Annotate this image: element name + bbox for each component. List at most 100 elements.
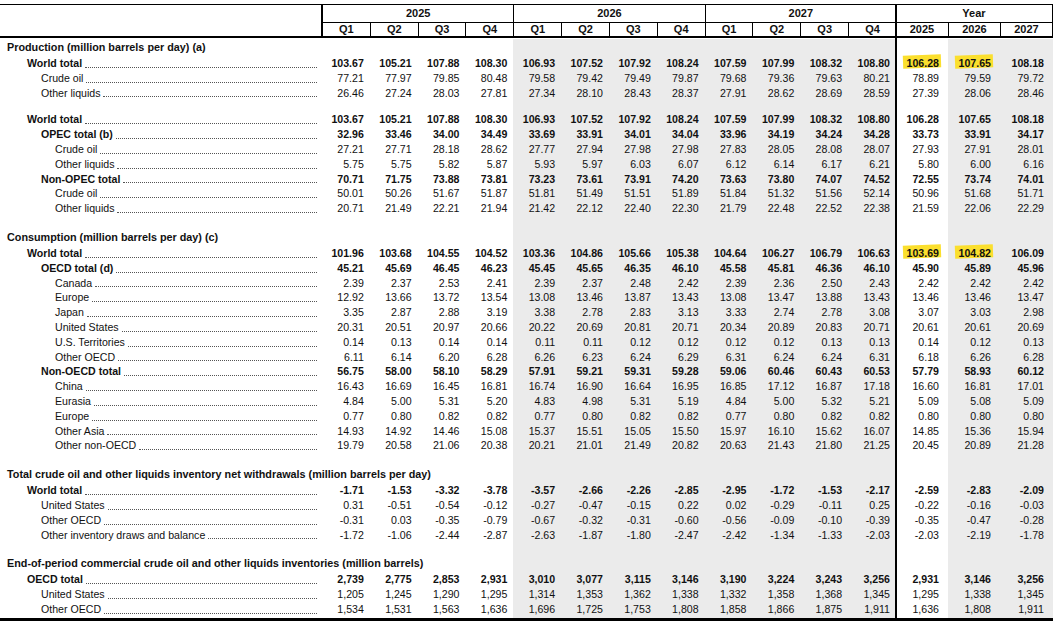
dotted-leader [117,212,317,213]
value-cell: 16.74 [513,379,561,394]
value-cell: 20.83 [800,320,848,335]
value-cell: 50.26 [370,186,418,201]
value-cell: 46.10 [848,261,896,276]
value-cell: 0.12 [609,335,657,350]
value-cell: 34.28 [848,127,896,142]
value-cell: 2.83 [609,305,657,320]
value-cell: 1,808 [657,602,705,617]
value-cell: -3.78 [465,483,513,498]
value-cell: 1,332 [705,587,753,602]
value-cell: 3.33 [705,305,753,320]
value-cell: 34.01 [609,127,657,142]
dotted-leader [122,331,317,332]
value-cell: 1,368 [800,587,848,602]
value-cell: 5.75 [322,157,370,172]
value-cell: 51.32 [752,186,800,201]
value-cell: 0.82 [465,409,513,424]
value-cell: 73.74 [948,172,1000,187]
value-cell: 21.94 [465,201,513,216]
value-cell: 0.11 [513,335,561,350]
value-cell: 5.31 [609,394,657,409]
col-header-2025-q2: Q2 [370,22,418,36]
col-header-2027-q4: Q4 [848,22,896,36]
value-cell: 20.34 [705,320,753,335]
value-cell: 1,696 [513,602,561,617]
value-cell: 2.87 [370,305,418,320]
value-cell: 79.68 [705,71,753,86]
value-cell: 45.65 [561,261,609,276]
row-label: U.S. Territories [55,335,125,350]
dotted-leader [100,197,317,198]
value-cell: 16.85 [705,379,753,394]
value-cell: 2,931 [896,572,948,587]
dotted-leader [85,67,317,68]
value-cell: 107.59 [705,56,753,71]
value-cell: -1.34 [752,528,800,543]
value-cell: 79.49 [609,71,657,86]
value-cell: 79.59 [948,71,1000,86]
dotted-leader [116,272,317,273]
value-cell: 2.88 [418,305,466,320]
row-label: Non-OPEC total [41,172,120,187]
row-label-cell: Eurasia [0,394,322,409]
value-cell: -2.09 [1000,483,1053,498]
value-cell: 28.08 [800,142,848,157]
value-cell: 79.42 [561,71,609,86]
value-cell: 59.21 [561,364,609,379]
row-label: Other OECD [55,350,115,365]
value-cell: 28.62 [465,142,513,157]
value-cell: 51.87 [465,186,513,201]
value-cell: -2.44 [418,528,466,543]
value-cell: 34.49 [465,127,513,142]
value-cell: 20.71 [322,201,370,216]
value-cell: 106.93 [513,112,561,127]
value-cell: 45.69 [370,261,418,276]
value-cell: 20.21 [513,438,561,453]
value-cell: 70.71 [322,172,370,187]
value-cell: 0.03 [370,513,418,528]
row-label-cell: Other OECD [0,350,322,365]
row-label: Europe [55,290,89,305]
row-label-cell: World total [0,112,322,127]
value-cell: 28.37 [657,86,705,101]
dotted-leader [85,257,317,258]
value-cell: 46.45 [418,261,466,276]
value-cell: 105.21 [370,56,418,71]
value-cell: -0.03 [1000,498,1053,513]
value-cell: -1.80 [609,528,657,543]
value-cell: 0.80 [370,409,418,424]
row-label-cell: Other inventory draws and balance [0,528,322,543]
value-cell: 17.12 [752,379,800,394]
value-cell: 79.85 [418,71,466,86]
petroleum-forecast-table: 202520262027Year Q1Q2Q3Q4Q1Q2Q3Q4Q1Q2Q3Q… [0,0,1053,627]
value-cell: 16.81 [948,379,1000,394]
value-cell: 16.60 [896,379,948,394]
row-label-cell: Other liquids [0,86,322,101]
value-cell: 21.28 [1000,438,1053,453]
value-cell: -1.33 [800,528,848,543]
col-header-2026-q3: Q3 [609,22,657,36]
value-cell: 73.88 [418,172,466,187]
value-cell: 0.13 [1000,335,1053,350]
value-cell: 3,190 [705,572,753,587]
value-cell: 0.14 [322,335,370,350]
value-cell: 0.02 [705,498,753,513]
dotted-leader [107,434,317,435]
value-cell: 60.12 [1000,364,1053,379]
value-cell: 107.92 [609,56,657,71]
value-cell: 13.88 [800,290,848,305]
value-cell: 27.21 [322,142,370,157]
row-label-column-spacer [0,22,322,36]
value-cell: 0.31 [322,498,370,513]
value-cell: 3,077 [561,572,609,587]
col-header-2026-q4: Q4 [657,22,705,36]
value-cell: 80.21 [848,71,896,86]
value-cell: 15.36 [948,424,1000,439]
value-cell: 107.92 [609,112,657,127]
value-cell: 27.83 [705,142,753,157]
value-cell: 2.42 [948,276,1000,291]
dotted-leader [95,286,317,287]
value-cell: 17.01 [1000,379,1053,394]
value-cell: 0.82 [418,409,466,424]
value-cell: -0.47 [948,513,1000,528]
